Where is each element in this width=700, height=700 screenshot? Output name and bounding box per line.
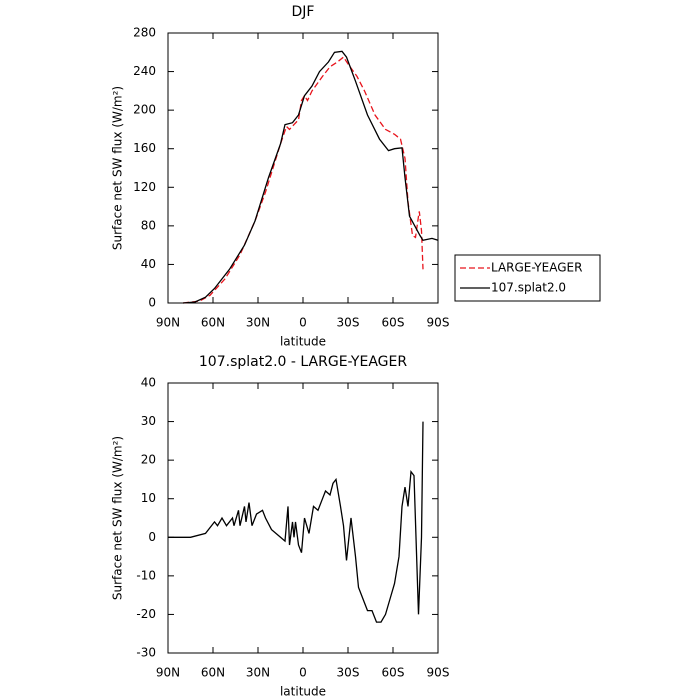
y-tick-label: 40 xyxy=(141,376,156,390)
chart-panel: DJF latitude Surface net SW flux (W/m²) 90N… xyxy=(111,4,601,349)
chart-title: DJF xyxy=(292,4,315,20)
chart-title: 107.splat2.0 - LARGE-YEAGER xyxy=(199,354,407,370)
y-axis-label: Surface net SW flux (W/m²) xyxy=(111,86,125,250)
x-tick-label: 60S xyxy=(382,316,405,330)
x-tick-label: 90N xyxy=(156,666,180,680)
x-tick-label: 30N xyxy=(246,316,270,330)
y-tick-label: 80 xyxy=(141,218,156,232)
data-line xyxy=(182,56,424,304)
x-tick-label: 90S xyxy=(427,316,450,330)
x-tick-label: 30N xyxy=(246,666,270,680)
y-tick-label: 280 xyxy=(133,26,156,40)
y-tick-label: -30 xyxy=(136,646,156,660)
x-tick-label: 30S xyxy=(337,666,360,680)
y-tick-label: 120 xyxy=(133,180,156,194)
x-tick-label: 60N xyxy=(201,316,225,330)
chart-panel: 107.splat2.0 - LARGE-YEAGER latitude Surfa… xyxy=(111,354,450,699)
data-line xyxy=(182,50,439,304)
x-tick-label: 90S xyxy=(427,666,450,680)
y-tick-label: 20 xyxy=(141,453,156,467)
legend-label: LARGE-YEAGER xyxy=(491,261,582,275)
y-axis-label: Surface net SW flux (W/m²) xyxy=(111,436,125,600)
plot-frame xyxy=(167,32,439,304)
x-tick-label: 90N xyxy=(156,316,180,330)
x-tick-label: 60S xyxy=(382,666,405,680)
y-tick-label: -10 xyxy=(136,568,156,582)
y-tick-label: 30 xyxy=(141,414,156,428)
data-line xyxy=(168,421,424,623)
y-tick-label: 160 xyxy=(133,141,156,155)
y-tick-label: 0 xyxy=(148,530,156,544)
y-tick-label: 10 xyxy=(141,491,156,505)
x-tick-label: 60N xyxy=(201,666,225,680)
legend-box xyxy=(454,254,601,302)
y-tick-label: 200 xyxy=(133,103,156,117)
x-tick-label: 0 xyxy=(299,316,307,330)
x-tick-label: 0 xyxy=(299,666,307,680)
y-tick-label: 0 xyxy=(148,296,156,310)
plot-frame xyxy=(167,382,439,654)
legend-label: 107.splat2.0 xyxy=(491,281,566,295)
x-axis-label: latitude xyxy=(280,685,326,699)
y-tick-label: 40 xyxy=(141,257,156,271)
x-tick-label: 30S xyxy=(337,316,360,330)
y-tick-label: 240 xyxy=(133,64,156,78)
x-axis-label: latitude xyxy=(280,335,326,349)
y-tick-label: -20 xyxy=(136,607,156,621)
